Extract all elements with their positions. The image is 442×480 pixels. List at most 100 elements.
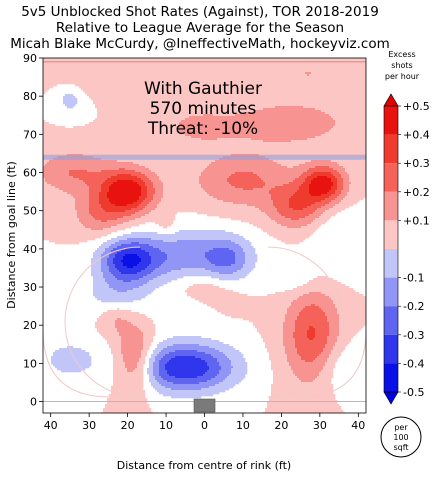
heatmap-cell <box>311 96 313 98</box>
heatmap-cell <box>99 90 101 92</box>
heatmap-cell <box>141 124 143 126</box>
heatmap-cell <box>335 96 337 98</box>
heatmap-cell <box>105 102 107 104</box>
heatmap-cell <box>99 106 101 108</box>
heatmap-cell <box>353 104 355 106</box>
heatmap-cell <box>129 110 131 112</box>
heatmap-cell <box>255 70 257 72</box>
heatmap-cell <box>311 106 313 108</box>
heatmap-cell <box>285 70 287 72</box>
heatmap-cell <box>129 68 131 70</box>
heatmap-cell <box>75 78 77 80</box>
heatmap-cell <box>125 84 127 86</box>
heatmap-cell <box>293 72 295 74</box>
heatmap-cell <box>235 70 237 72</box>
heatmap-cell <box>239 66 241 68</box>
heatmap-cell <box>173 70 175 72</box>
heatmap-cell <box>105 92 107 94</box>
heatmap-cell <box>257 64 259 66</box>
heatmap-cell <box>359 78 361 80</box>
heatmap-cell <box>81 84 83 86</box>
heatmap-cell <box>361 104 363 106</box>
heatmap-cell <box>265 112 267 114</box>
heatmap-cell <box>183 74 185 76</box>
heatmap-cell <box>99 114 101 116</box>
heatmap-cell <box>269 116 271 118</box>
heatmap-cell <box>315 70 317 72</box>
heatmap-cell <box>311 98 313 100</box>
heatmap-cell <box>267 104 269 106</box>
heatmap-cell <box>317 88 319 90</box>
heatmap-cell <box>121 72 123 74</box>
heatmap-cell <box>287 112 289 114</box>
heatmap-cell <box>117 92 119 94</box>
heatmap-cell <box>93 98 95 100</box>
heatmap-cell <box>265 118 267 120</box>
heatmap-cell <box>347 76 349 78</box>
heatmap-cell <box>181 72 183 74</box>
heatmap-cell <box>117 110 119 112</box>
heatmap-cell <box>117 78 119 80</box>
heatmap-cell <box>111 102 113 104</box>
heatmap-cell <box>357 74 359 76</box>
heatmap-cell <box>247 66 249 68</box>
heatmap-cell <box>131 66 133 68</box>
heatmap-cell <box>353 66 355 68</box>
heatmap-cell <box>117 66 119 68</box>
heatmap-cell <box>193 66 195 68</box>
heatmap-cell <box>275 74 277 76</box>
heatmap-cell <box>101 64 103 66</box>
heatmap-cell <box>127 104 129 106</box>
heatmap-cell <box>93 90 95 92</box>
heatmap-cell <box>81 64 83 66</box>
heatmap-cell <box>137 102 139 104</box>
heatmap-cell <box>123 68 125 70</box>
heatmap-cell <box>309 102 311 104</box>
heatmap-cell <box>109 66 111 68</box>
heatmap-cell <box>141 86 143 88</box>
heatmap-cell <box>301 86 303 88</box>
heatmap-cell <box>293 118 295 120</box>
heatmap-cell <box>129 116 131 118</box>
heatmap-cell <box>337 122 339 124</box>
heatmap-cell <box>95 88 97 90</box>
heatmap-cell <box>345 104 347 106</box>
heatmap-cell <box>223 76 225 78</box>
heatmap-cell <box>47 64 49 66</box>
heatmap-cell <box>243 68 245 70</box>
heatmap-cell <box>331 96 333 98</box>
heatmap-cell <box>115 116 117 118</box>
heatmap-cell <box>301 114 303 116</box>
heatmap-cell <box>133 72 135 74</box>
heatmap-cell <box>235 72 237 74</box>
heatmap-cell <box>289 64 291 66</box>
heatmap-cell <box>105 72 107 74</box>
heatmap-cell <box>277 64 279 66</box>
heatmap-cell <box>343 120 345 122</box>
heatmap-cell <box>131 106 133 108</box>
heatmap-cell <box>265 122 267 124</box>
heatmap-cell <box>81 72 83 74</box>
heatmap-cell <box>357 64 359 66</box>
heatmap-cell <box>265 94 267 96</box>
heatmap-cell <box>133 88 135 90</box>
heatmap-cell <box>269 68 271 70</box>
heatmap-cell <box>323 104 325 106</box>
heatmap-cell <box>119 114 121 116</box>
heatmap-cell <box>325 122 327 124</box>
heatmap-cell <box>115 76 117 78</box>
heatmap-cell <box>241 76 243 78</box>
heatmap-cell <box>75 82 77 84</box>
heatmap-cell <box>91 98 93 100</box>
heatmap-cell <box>129 120 131 122</box>
heatmap-cell <box>107 86 109 88</box>
heatmap-cell <box>223 66 225 68</box>
heatmap-cell <box>259 106 261 108</box>
heatmap-cell <box>285 68 287 70</box>
heatmap-cell <box>323 100 325 102</box>
heatmap-cell <box>47 84 49 86</box>
heatmap-cell <box>105 114 107 116</box>
heatmap-cell <box>51 86 53 88</box>
heatmap-cell <box>123 76 125 78</box>
heatmap-cell <box>283 88 285 90</box>
